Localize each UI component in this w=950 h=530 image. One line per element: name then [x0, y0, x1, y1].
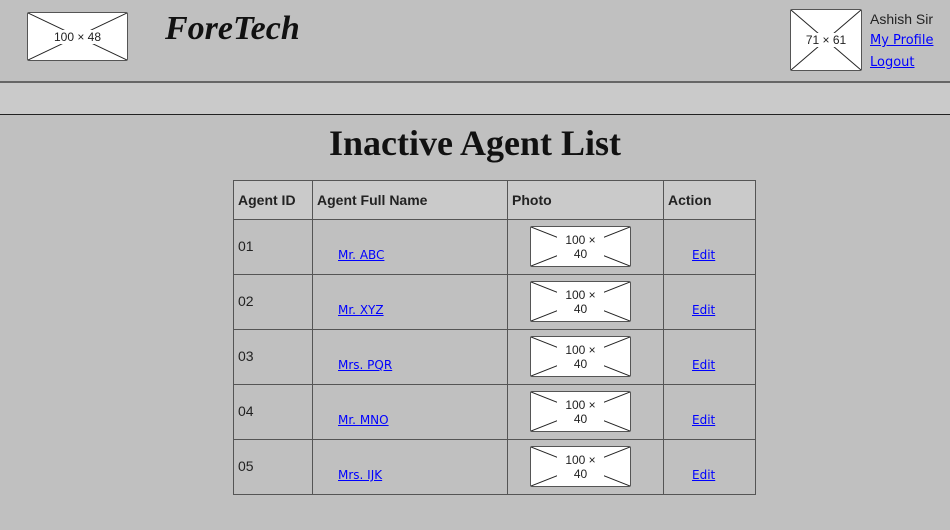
photo-cell: 100 × 40 [507, 384, 664, 440]
edit-link[interactable]: Edit [692, 303, 716, 317]
edit-link[interactable]: Edit [692, 358, 716, 372]
action-cell: Edit [663, 384, 756, 440]
action-cell: Edit [663, 439, 756, 495]
brand-name: ForeTech [165, 10, 300, 47]
agent-name-link[interactable]: Mrs. IJK [338, 468, 383, 482]
edit-link[interactable]: Edit [692, 248, 716, 262]
agent-id: 01 [233, 219, 313, 275]
agent-name-link[interactable]: Mr. XYZ [338, 303, 384, 317]
agent-photo: 100 × 40 [530, 226, 631, 267]
photo-placeholder-text: 100 × 40 [557, 397, 604, 426]
agent-photo: 100 × 40 [530, 336, 631, 377]
logo-image: 100 × 48 [27, 12, 128, 61]
user-menu: Ashish Sir My Profile Logout [870, 8, 933, 74]
header-divider [0, 81, 950, 83]
photo-cell: 100 × 40 [507, 439, 664, 495]
agent-id: 05 [233, 439, 313, 495]
column-action: Action [663, 180, 756, 220]
table-row: 04 Mr. MNO 100 × 40 Edit [233, 384, 756, 440]
avatar-placeholder-text: 71 × 61 [805, 33, 847, 47]
agent-table: Agent ID Agent Full Name Photo Action 01… [233, 180, 756, 495]
agent-name-cell: Mr. XYZ [312, 274, 508, 330]
agent-photo: 100 × 40 [530, 391, 631, 432]
nav-bar [0, 83, 950, 115]
edit-link[interactable]: Edit [692, 413, 716, 427]
agent-id: 04 [233, 384, 313, 440]
photo-placeholder-text: 100 × 40 [557, 232, 604, 261]
agent-name-cell: Mr. MNO [312, 384, 508, 440]
action-cell: Edit [663, 219, 756, 275]
photo-cell: 100 × 40 [507, 329, 664, 385]
photo-placeholder-text: 100 × 40 [557, 452, 604, 481]
table-row: 05 Mrs. IJK 100 × 40 Edit [233, 439, 756, 495]
photo-placeholder-text: 100 × 40 [557, 287, 604, 316]
table-row: 01 Mr. ABC 100 × 40 Edit [233, 219, 756, 275]
user-avatar: 71 × 61 [790, 9, 862, 71]
agent-name-cell: Mrs. PQR [312, 329, 508, 385]
agent-id: 03 [233, 329, 313, 385]
edit-link[interactable]: Edit [692, 468, 716, 482]
table-row: 02 Mr. XYZ 100 × 40 Edit [233, 274, 756, 330]
agent-name-link[interactable]: Mr. ABC [338, 248, 385, 262]
column-photo: Photo [507, 180, 664, 220]
agent-name-cell: Mr. ABC [312, 219, 508, 275]
logo-placeholder-text: 100 × 48 [50, 29, 105, 44]
agent-name-cell: Mrs. IJK [312, 439, 508, 495]
agent-photo: 100 × 40 [530, 281, 631, 322]
agent-name-link[interactable]: Mrs. PQR [338, 358, 393, 372]
photo-cell: 100 × 40 [507, 274, 664, 330]
agent-id: 02 [233, 274, 313, 330]
table-header-row: Agent ID Agent Full Name Photo Action [233, 180, 756, 220]
logout-link[interactable]: Logout [870, 55, 915, 70]
photo-cell: 100 × 40 [507, 219, 664, 275]
page-title: Inactive Agent List [329, 123, 621, 163]
photo-placeholder-text: 100 × 40 [557, 342, 604, 371]
my-profile-link[interactable]: My Profile [870, 33, 934, 48]
action-cell: Edit [663, 274, 756, 330]
user-name: Ashish Sir [870, 11, 934, 27]
agent-photo: 100 × 40 [530, 446, 631, 487]
action-cell: Edit [663, 329, 756, 385]
agent-name-link[interactable]: Mr. MNO [338, 413, 389, 427]
column-agent-name: Agent Full Name [312, 180, 508, 220]
column-agent-id: Agent ID [233, 180, 313, 220]
table-row: 03 Mrs. PQR 100 × 40 Edit [233, 329, 756, 385]
